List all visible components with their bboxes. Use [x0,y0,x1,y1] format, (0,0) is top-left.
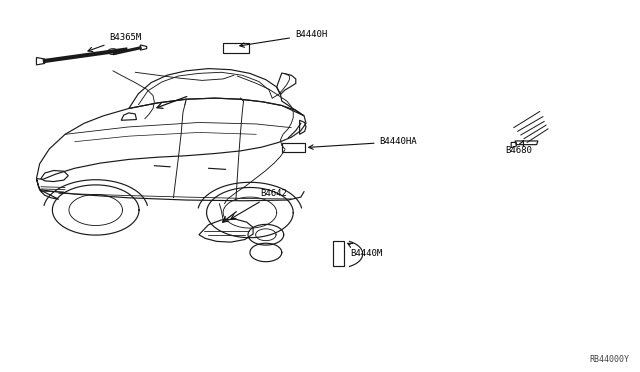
Text: B4440M: B4440M [348,243,382,258]
Text: B4440HA: B4440HA [308,137,417,149]
Text: RB44000Y: RB44000Y [589,355,629,364]
Text: B4440H: B4440H [240,30,327,47]
Text: B4365M: B4365M [88,33,142,52]
Bar [333,241,344,266]
Text: B4642: B4642 [231,189,287,219]
Bar [282,143,305,152]
Text: B4680: B4680 [506,141,532,155]
Bar [223,43,248,53]
